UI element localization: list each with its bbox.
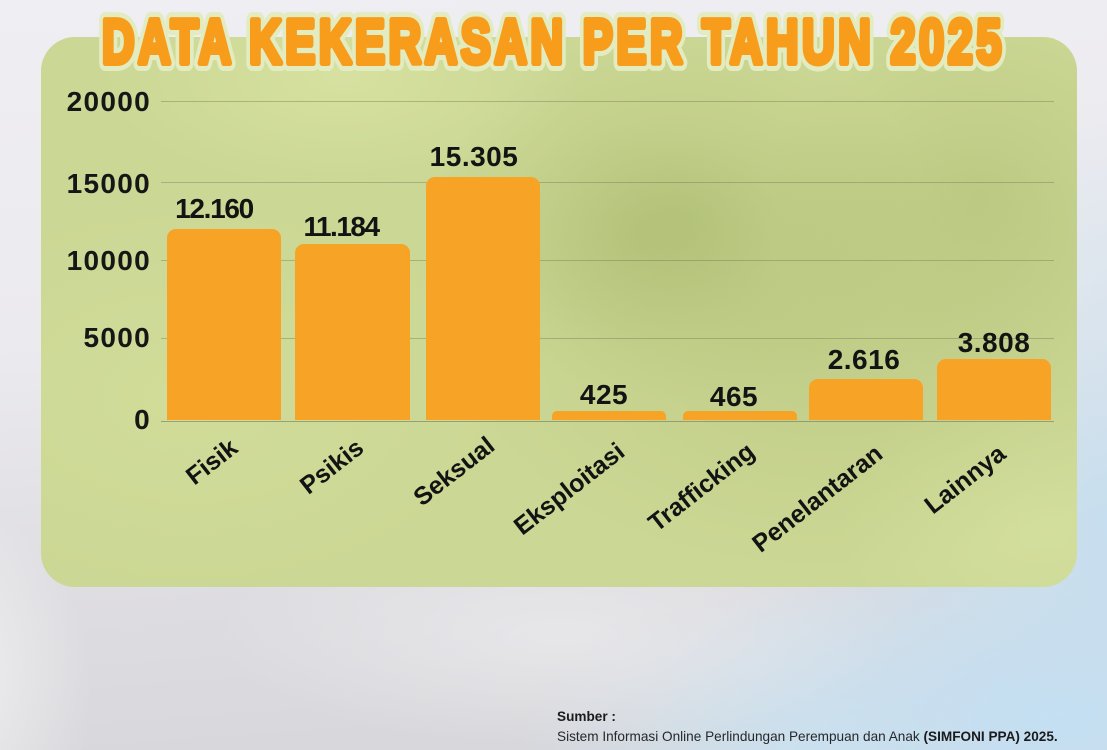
svg-text:DATA KEKERASAN PER TAHUN 2025: DATA KEKERASAN PER TAHUN 2025 [102,8,1005,77]
svg-text:DATA KEKERASAN PER TAHUN 2025: DATA KEKERASAN PER TAHUN 2025 [102,8,1005,77]
